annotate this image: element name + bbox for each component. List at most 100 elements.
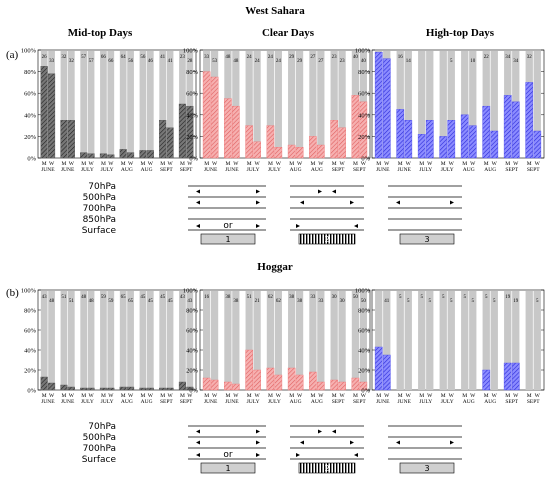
bar-count-label: 33 (318, 299, 324, 304)
bar-count-label: 32 (527, 55, 533, 60)
bar-background (274, 291, 282, 390)
bar-W (447, 119, 456, 159)
wind-arrow (296, 453, 300, 457)
bar-category-label: W (361, 393, 367, 399)
bar-count-label: 27 (310, 55, 316, 60)
bar-category-label: M (462, 393, 467, 399)
bar-background (309, 51, 317, 158)
bar-W (232, 383, 240, 391)
bar-M (245, 349, 253, 391)
bar-W (210, 76, 219, 159)
bar-count-label: 30 (340, 299, 346, 304)
bar-W (48, 73, 56, 159)
bar-category-label: M (42, 393, 47, 399)
bar-count-label: 38 (225, 295, 231, 300)
bar-background (67, 291, 75, 390)
bar-M (287, 367, 296, 391)
bar-background (439, 51, 447, 158)
bar-M (374, 51, 383, 159)
wind-arrow (350, 200, 354, 205)
bar-count-label: 45 (140, 295, 146, 300)
month-label: JUNE (376, 399, 390, 405)
y-tick-label: 40% (358, 348, 371, 355)
bar-category-label: M (140, 161, 145, 167)
bar-W (67, 386, 75, 391)
bar-background (100, 51, 107, 158)
bar-category-label: W (384, 393, 390, 399)
bar-background (490, 51, 498, 158)
bar-category-label: M (441, 161, 446, 167)
bar-category-label: W (69, 161, 75, 167)
pressure-level-label: 850hPa (83, 215, 116, 225)
bar-category-label: W (187, 161, 193, 167)
bar-count-label: 23 (340, 59, 346, 64)
bar-background (107, 291, 115, 390)
bar-background (338, 51, 346, 158)
y-tick-label: 0% (361, 388, 370, 395)
bar-category-label: M (310, 161, 315, 167)
month-label: JULY (441, 399, 454, 405)
bar-category-label: W (49, 161, 55, 167)
bar-count-label: 34 (505, 55, 511, 60)
wind-arrow (318, 429, 322, 434)
bar-chart-5: 0% 20% 40% 60% 80% 100% M 41 W 5 M 5 W 5 M 5 W 5 M 5 W 5 M 5 W 5 M… (355, 288, 545, 405)
month-label: AUG (121, 167, 133, 173)
month-label: JULY (101, 167, 114, 173)
bar-category-label: W (406, 393, 412, 399)
bar-category-label: M (505, 393, 510, 399)
bar-category-label: M (204, 161, 209, 167)
bar-count-label: 51 (61, 295, 67, 300)
bar-W (67, 119, 75, 159)
row-label-b: (b) (6, 287, 19, 299)
bar-category-label: M (42, 161, 47, 167)
bar-count-label: 5 (450, 299, 453, 304)
y-tick-label: 40% (186, 348, 199, 355)
pattern-box-2 (298, 233, 356, 245)
wind-arrow (256, 453, 260, 457)
bar-W (146, 150, 154, 159)
bar-count-label: 27 (318, 59, 324, 64)
bar-category-label: W (513, 161, 519, 167)
month-label: SEPT (505, 167, 518, 173)
bar-W (274, 146, 283, 159)
month-label: AUG (311, 399, 323, 405)
bar-category-label: M (398, 161, 403, 167)
bar-category-label: W (148, 161, 154, 167)
bar-background (330, 291, 338, 390)
bar-count-label: 48 (89, 299, 95, 304)
bar-count-label: 29 (289, 55, 295, 60)
month-label: AUG (484, 167, 496, 173)
month-label: JUNE (225, 399, 239, 405)
pattern-box-3 (399, 233, 455, 245)
bar-category-label: M (289, 161, 294, 167)
bar-category-label: M (332, 393, 337, 399)
bar-W (338, 381, 346, 391)
bar-background (127, 291, 134, 390)
bar-category-label: M (180, 393, 185, 399)
bar-count-label: 59 (108, 299, 114, 304)
bar-category-label: W (470, 393, 476, 399)
bar-count-label: 59 (101, 295, 107, 300)
wind-arrow (196, 440, 200, 445)
y-tick-label: 60% (358, 328, 371, 335)
bar-M (482, 369, 491, 391)
bar-count-label: 65 (121, 295, 127, 300)
bar-M (439, 136, 448, 159)
bar-category-label: M (160, 393, 165, 399)
bar-background (232, 291, 240, 390)
bar-category-label: M (121, 393, 126, 399)
bar-category-label: W (318, 393, 324, 399)
bar-count-label: 56 (140, 55, 146, 60)
bar-count-label: 40 (353, 55, 359, 60)
bar-category-label: M (121, 161, 126, 167)
bar-W (48, 382, 56, 391)
bar-background (67, 51, 75, 158)
bar-count-label: 33 (204, 55, 210, 60)
month-label: SEPT (353, 167, 366, 173)
bar-background (159, 291, 167, 390)
bar-category-label: W (318, 161, 324, 167)
bar-M (330, 119, 338, 159)
bar-background (525, 291, 533, 390)
bar-count-label: 57 (81, 55, 87, 60)
